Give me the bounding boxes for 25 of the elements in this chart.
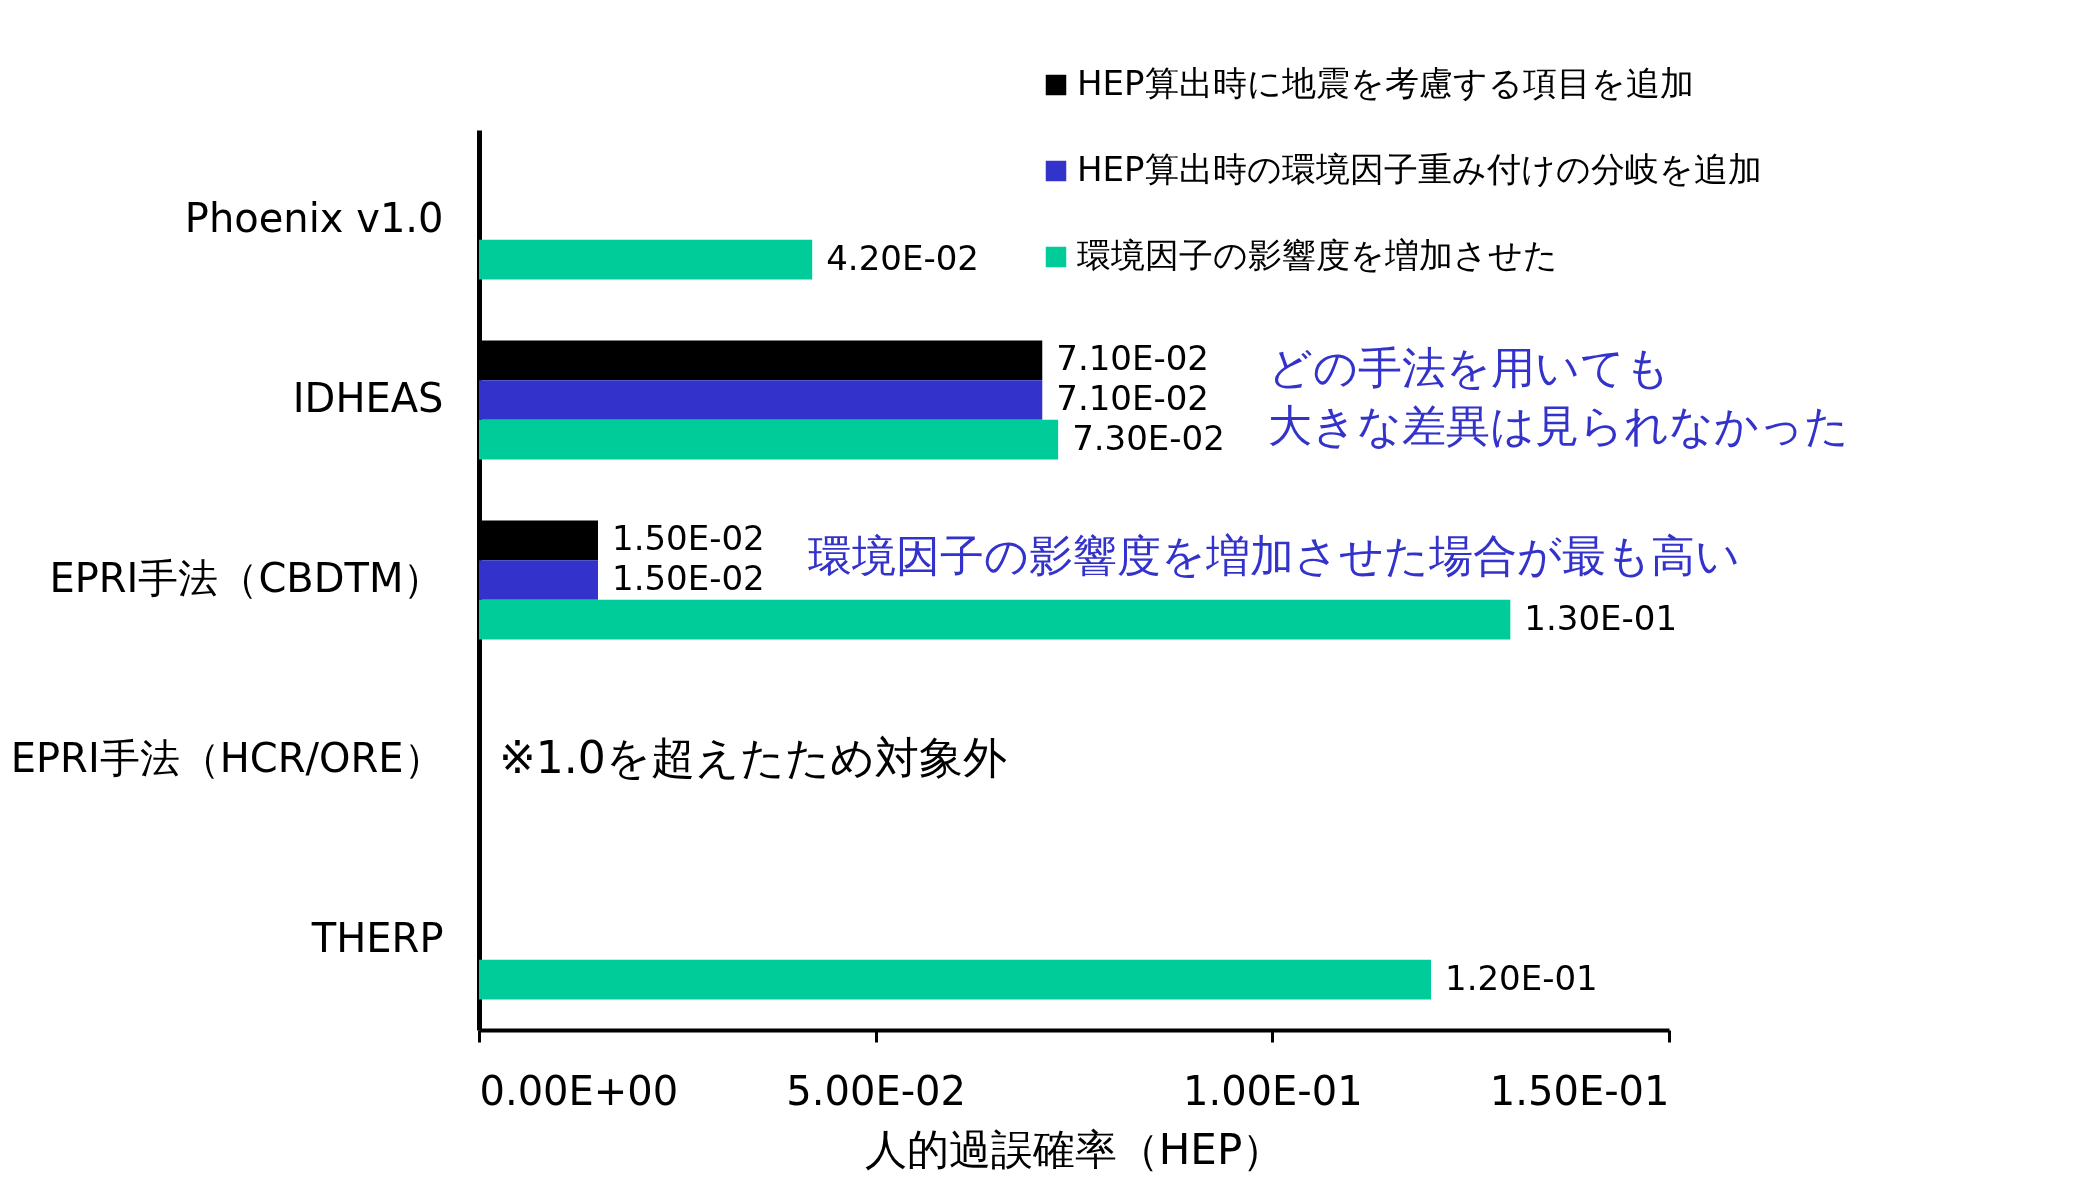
- x-tick-label: 1.50E-01: [1489, 1067, 1670, 1114]
- annotation: どの手法を用いても: [1268, 342, 1670, 393]
- y-tick-label: EPRI手法（HCR/ORE）: [10, 735, 444, 781]
- data-label: 1.50E-02: [612, 558, 765, 598]
- annotation: 環境因子の影響度を増加させた場合が最も高い: [808, 530, 1740, 581]
- data-label: 1.30E-01: [1524, 597, 1678, 638]
- data-label: 4.20E-02: [826, 237, 979, 278]
- x-tick-label: 5.00E-02: [786, 1067, 966, 1114]
- x-tick-label: 0.00E+00: [479, 1067, 679, 1114]
- y-tick-label: THERP: [310, 915, 444, 961]
- y-tick-label: Phoenix v1.0: [184, 195, 444, 241]
- x-axis-title: 人的過誤確率（HEP）: [864, 1124, 1285, 1174]
- x-tick-label: 1.00E-01: [1183, 1067, 1363, 1114]
- legend-label: HEP算出時の環境因子重み付けの分岐を追加: [1077, 149, 1762, 189]
- legend-label: HEP算出時に地震を考慮する項目を追加: [1077, 63, 1694, 103]
- legend-label: 環境因子の影響度を増加させた: [1077, 235, 1558, 275]
- data-label: 7.30E-02: [1072, 417, 1225, 458]
- annotation: ※1.0を超えたため対象外: [499, 732, 1007, 783]
- data-label: 7.10E-02: [1056, 338, 1209, 379]
- data-label: 1.50E-02: [612, 518, 765, 559]
- annotation: 大きな差異は見られなかった: [1268, 400, 1849, 451]
- data-label: 1.20E-01: [1445, 957, 1598, 998]
- data-label: 7.10E-02: [1056, 378, 1209, 418]
- y-tick-label: IDHEAS: [292, 375, 444, 421]
- y-tick-label: EPRI手法（CBDTM）: [49, 555, 444, 601]
